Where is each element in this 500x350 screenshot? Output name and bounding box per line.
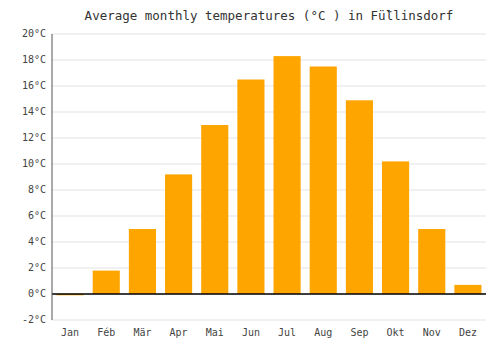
bar (310, 67, 337, 295)
x-tick-label: Nov (423, 327, 441, 338)
y-tick-label: 4°C (28, 236, 46, 247)
bar (129, 229, 156, 294)
grid-line (52, 60, 486, 61)
grid (52, 34, 486, 320)
bar (274, 56, 301, 294)
y-tick-label: 18°C (22, 54, 46, 65)
y-axis-line (52, 34, 53, 320)
x-tick-label: Aug (314, 327, 332, 338)
y-tick-label: 20°C (22, 28, 46, 39)
grid-line (52, 320, 486, 321)
bars (57, 56, 482, 295)
grid-line (52, 34, 486, 35)
bar (165, 174, 192, 294)
x-tick-label: Jun (242, 327, 260, 338)
x-tick-label: Jul (278, 327, 296, 338)
x-axis: Jan Féb Mär Apr Mai Jun Jul Aug Sep Okt Nov Dez (61, 327, 477, 338)
bar (201, 125, 228, 294)
grid-line (52, 190, 486, 191)
title: Average monthly temperatures (°C ) in Fü… (85, 8, 454, 23)
x-tick-label: Apr (170, 327, 188, 338)
y-tick-label: 2°C (28, 262, 46, 273)
x-tick-label: Mai (206, 327, 224, 338)
y-tick-label: -2°C (22, 314, 46, 325)
y-tick-label: 8°C (28, 184, 46, 195)
x-tick-label: Jan (61, 327, 79, 338)
y-tick-label: 0°C (28, 288, 46, 299)
grid-line (52, 216, 486, 217)
x-tick-label: Mär (133, 327, 151, 338)
grid-line (52, 86, 486, 87)
bar (237, 80, 264, 295)
x-tick-label: Féb (97, 327, 115, 338)
chart: -2°C 0°C 2°C 4°C 6°C 8°C 10°C 12°C 14°C 16°C 18°C 2… (0, 0, 500, 350)
baseline (52, 293, 486, 295)
bar (418, 229, 445, 294)
y-tick-label: 16°C (22, 80, 46, 91)
bar (382, 161, 409, 294)
grid-line (52, 164, 486, 165)
x-tick-label: Sep (350, 327, 368, 338)
grid-line (52, 112, 486, 113)
bar (454, 285, 481, 294)
y-tick-label: 10°C (22, 158, 46, 169)
x-tick-label: Dez (459, 327, 477, 338)
x-tick-label: Okt (387, 327, 405, 338)
y-tick-label: 6°C (28, 210, 46, 221)
bar (346, 100, 373, 294)
y-axis: -2°C 0°C 2°C 4°C 6°C 8°C 10°C 12°C 14°C 16°C 18°C 2… (22, 28, 46, 325)
y-tick-label: 14°C (22, 106, 46, 117)
y-tick-label: 12°C (22, 132, 46, 143)
bar (93, 271, 120, 294)
grid-line (52, 138, 486, 139)
grid-line (52, 294, 486, 295)
